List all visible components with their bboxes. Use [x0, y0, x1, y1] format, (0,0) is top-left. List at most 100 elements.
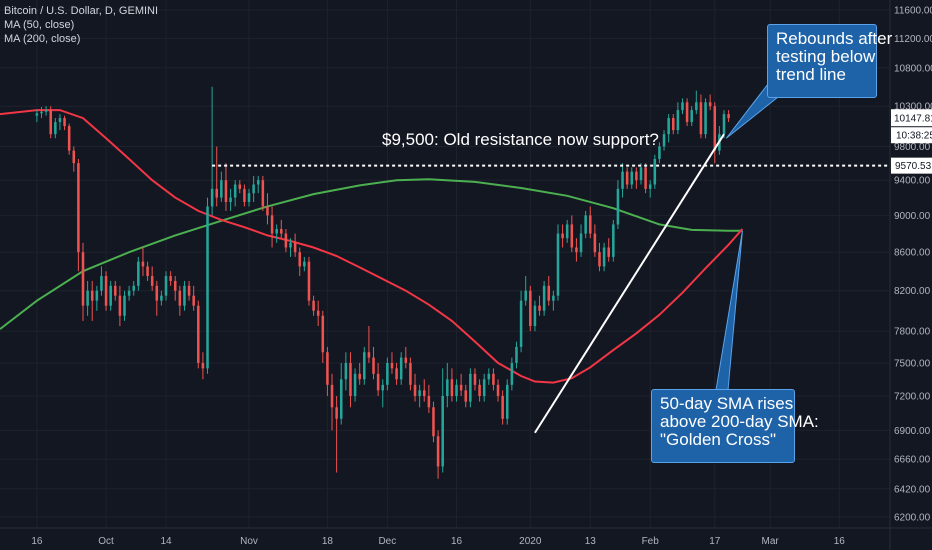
candle-body: [505, 384, 509, 419]
candle-body: [81, 252, 85, 306]
candle-body: [612, 224, 615, 257]
candle-body: [727, 114, 730, 119]
x-tick-label: Oct: [98, 536, 114, 547]
candle-body: [367, 352, 371, 358]
rebound-callout[interactable]: Rebounds after testing below trend line: [767, 24, 892, 98]
y-tick-label: 11200.00: [894, 34, 932, 45]
candle-body: [169, 276, 172, 281]
x-tick-label: 17: [709, 536, 721, 547]
candle-body: [473, 373, 477, 385]
candle-body: [450, 379, 454, 396]
candle-body: [54, 122, 57, 135]
candle-body: [183, 285, 186, 306]
candle-body: [699, 102, 703, 135]
candle-body: [173, 280, 177, 291]
candle-body: [137, 261, 140, 286]
golden-cross-line: above 200-day SMA:: [660, 412, 819, 431]
x-tick-label: 13: [585, 536, 597, 547]
candle-body: [464, 390, 468, 402]
candle-body: [418, 390, 421, 396]
golden-cross-line: 50-day SMA rises: [660, 394, 794, 413]
candle-body: [482, 379, 486, 396]
candle-body: [275, 228, 278, 234]
price-axis[interactable]: 11600.00 11200.00 10800.00 10300.00 9800.00 9…: [894, 6, 932, 524]
countdown-label: 10:38:25: [896, 131, 932, 142]
candle-body: [160, 295, 163, 301]
candle-body: [247, 193, 251, 203]
candle-body: [298, 252, 302, 267]
symbol-title[interactable]: Bitcoin / U.S. Dollar, D, GEMINI: [4, 5, 159, 17]
candle-body: [607, 247, 610, 257]
candle-body: [77, 163, 80, 253]
candle-body: [90, 290, 94, 301]
golden-cross-line: "Golden Cross": [660, 430, 777, 449]
ma200-legend[interactable]: MA (200, close): [4, 33, 81, 45]
candle-body: [409, 362, 412, 385]
candle-body: [662, 134, 666, 147]
candle-body: [109, 285, 112, 306]
candle-body: [395, 368, 398, 380]
candle-body: [529, 290, 532, 327]
candle-body: [270, 215, 274, 234]
ma50-legend[interactable]: MA (50, close): [4, 19, 75, 31]
candle-body: [206, 206, 209, 369]
candle-body: [579, 233, 583, 253]
resistance-annotation: $9,500: Old resistance now support?: [382, 130, 659, 149]
candle-body: [321, 315, 325, 353]
candle-body: [376, 373, 380, 391]
candle-body: [547, 285, 551, 301]
candle-body: [469, 373, 472, 402]
candle-body: [330, 384, 334, 408]
y-tick-label: 10800.00: [894, 63, 932, 74]
last-price-tag: [891, 109, 932, 127]
candle-body: [307, 261, 311, 301]
candle-body: [233, 184, 237, 198]
rebound-line: testing below: [776, 47, 876, 66]
support-price-tag: [891, 157, 932, 174]
candle-body: [353, 373, 357, 396]
x-tick-label: Mar: [761, 536, 779, 547]
golden-cross-callout[interactable]: 50-day SMA rises above 200-day SMA: "Gol…: [651, 389, 819, 463]
candle-body: [280, 228, 283, 234]
candle-body: [685, 102, 689, 123]
candle-body: [639, 167, 643, 181]
candle-body: [404, 357, 408, 363]
candle-body: [215, 188, 219, 198]
candle-body: [565, 224, 569, 239]
grid: [0, 0, 890, 528]
candle-body: [192, 295, 195, 306]
candle-body: [243, 188, 246, 203]
candle-body: [261, 180, 265, 207]
candle-body: [519, 300, 523, 347]
candle-body: [552, 295, 555, 301]
candle-body: [238, 184, 242, 189]
candle-body: [178, 290, 182, 306]
candle-body: [524, 290, 527, 301]
x-tick-label: Nov: [240, 536, 258, 547]
candle-body: [164, 276, 168, 296]
candle-body: [58, 118, 62, 123]
candle-body: [372, 357, 375, 374]
candle-body: [197, 305, 200, 363]
candle-body: [381, 384, 385, 391]
x-tick-label: 16: [31, 536, 43, 547]
candle-body: [593, 233, 597, 253]
candle-body: [220, 180, 223, 198]
candle-body: [671, 118, 675, 131]
y-tick-label: 10300.00: [894, 102, 932, 113]
candle-body: [67, 126, 71, 151]
candle-body: [201, 362, 205, 369]
candle-body: [446, 379, 449, 396]
trendline-layer: [534, 133, 725, 434]
candle-body: [648, 184, 652, 189]
candle-body: [95, 290, 99, 301]
y-tick-label: 9400.00: [894, 176, 931, 187]
x-tick-label: 14: [160, 536, 172, 547]
time-axis[interactable]: 16 Oct 14 Nov 18 Dec 16 2020 13 Feb 17 Mar 16: [31, 536, 845, 547]
last-price-label: 10147.81: [894, 114, 932, 125]
candle-body: [621, 171, 624, 189]
candle-body: [542, 285, 546, 311]
candle-body: [478, 384, 481, 396]
candle-body: [386, 362, 389, 385]
